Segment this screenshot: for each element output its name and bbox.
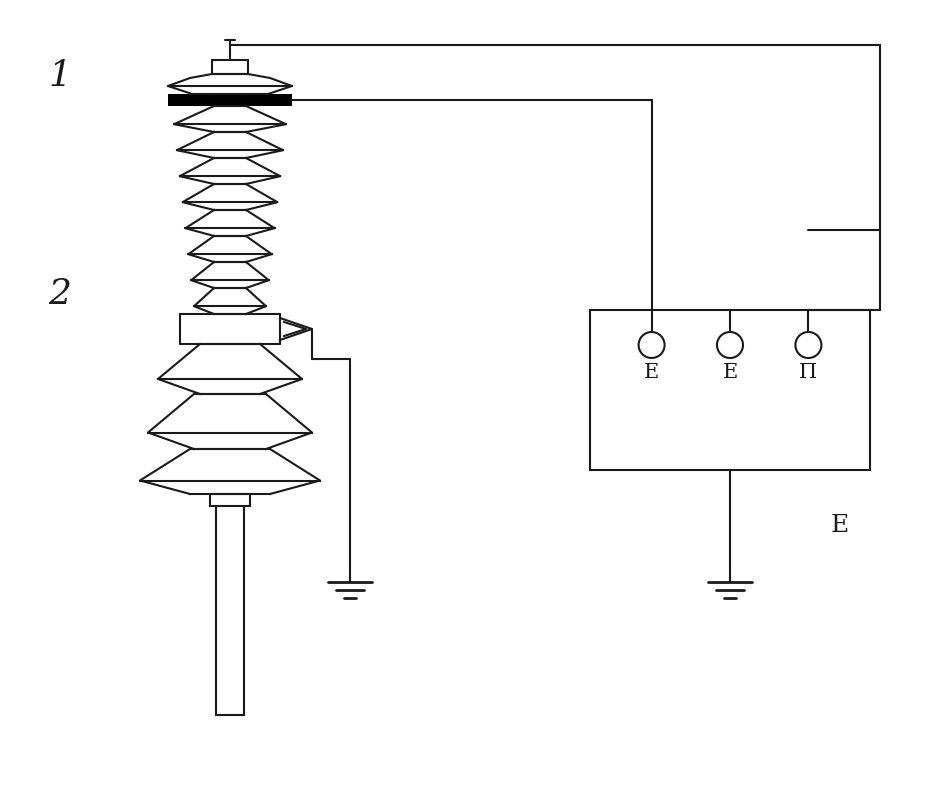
Text: Е: Е <box>831 514 849 537</box>
Text: Е: Е <box>722 362 737 382</box>
Text: П: П <box>800 362 818 382</box>
Text: Е: Е <box>644 362 659 382</box>
FancyBboxPatch shape <box>590 310 870 470</box>
Text: 2: 2 <box>48 277 72 311</box>
FancyBboxPatch shape <box>168 94 292 106</box>
Text: 1: 1 <box>48 59 72 93</box>
